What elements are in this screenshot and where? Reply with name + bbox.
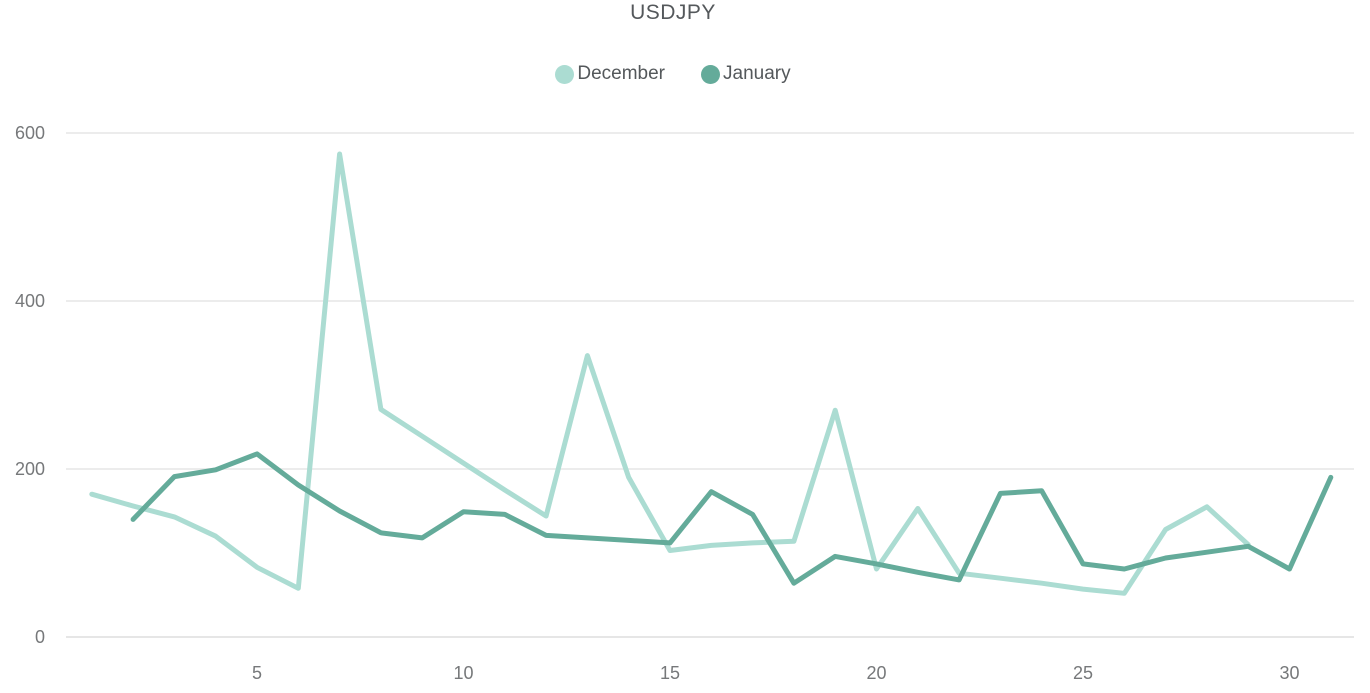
- series-line-january[interactable]: [130, 451, 1334, 586]
- x-tick-label: 10: [453, 663, 473, 683]
- x-tick-label: 30: [1279, 663, 1299, 683]
- legend-item-december[interactable]: December: [555, 63, 665, 85]
- y-tick-label: 600: [15, 123, 45, 143]
- chart-legend: December January: [0, 63, 1346, 85]
- x-tick-label: 15: [660, 663, 680, 683]
- legend-item-january[interactable]: January: [701, 63, 791, 85]
- legend-label-december: December: [577, 63, 666, 84]
- y-tick-label: 0: [35, 627, 45, 647]
- x-tick-label: 20: [866, 663, 886, 683]
- y-tick-label: 400: [15, 291, 45, 311]
- x-tick-label: 5: [252, 663, 262, 683]
- legend-marker-january-icon: [701, 64, 721, 84]
- chart-title: USDJPY: [630, 1, 716, 24]
- x-tick-label: 25: [1073, 663, 1093, 683]
- legend-marker-december-icon: [555, 64, 575, 84]
- y-tick-label: 200: [15, 459, 45, 479]
- legend-label-january: January: [723, 63, 791, 84]
- series-line-december[interactable]: [89, 151, 1251, 596]
